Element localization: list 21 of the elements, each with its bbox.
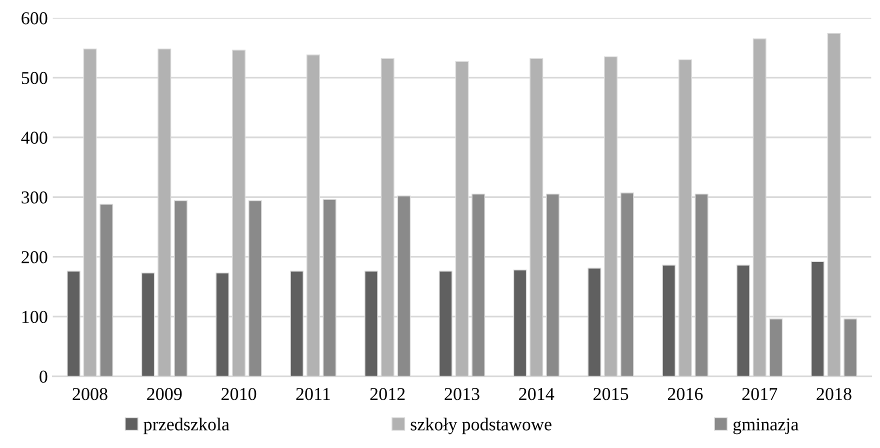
x-tick-label: 2014 (519, 388, 554, 400)
y-tick-label: 100 (22, 310, 48, 324)
legend-label: gminazja (733, 418, 798, 434)
y-tick-label: 0 (40, 370, 48, 383)
x-tick-label: 2008 (72, 388, 108, 400)
x-tick-label: 2016 (668, 388, 703, 400)
y-tick-label: 400 (21, 132, 48, 144)
x-tick-label: 2009 (147, 388, 182, 400)
legend-label: przedszkola (144, 418, 230, 434)
legend-label: szkoły podstawowe (410, 418, 552, 434)
y-tick-label: 600 (22, 12, 48, 24)
y-tick-label: 500 (22, 72, 48, 84)
x-tick-label: 2011 (296, 388, 330, 400)
x-tick-label: 2017 (742, 388, 778, 400)
x-tick-label: 2010 (222, 388, 256, 400)
y-tick-label: 200 (22, 251, 48, 264)
x-tick-label: 2015 (594, 388, 628, 400)
x-tick-label: 2012 (370, 388, 405, 400)
y-tick-label: 300 (22, 191, 48, 204)
x-tick-label: 2018 (816, 388, 852, 400)
x-tick-label: 2013 (444, 388, 480, 400)
